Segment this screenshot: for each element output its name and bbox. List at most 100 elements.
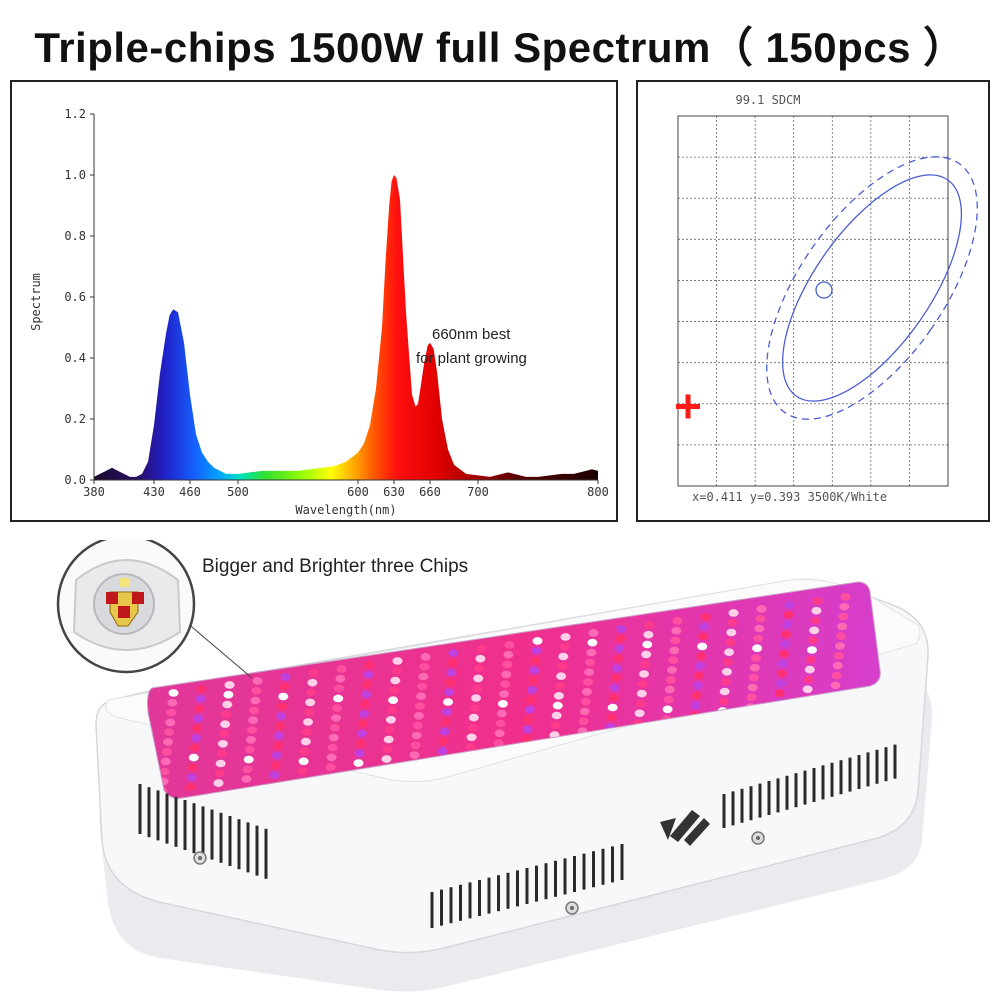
led-chip: [691, 691, 702, 700]
led-chip: [191, 734, 201, 742]
screw: [565, 901, 579, 915]
led-chip: [671, 626, 682, 635]
led-chip: [356, 729, 367, 738]
led-chip: [723, 658, 733, 666]
led-chip: [331, 714, 341, 722]
led-chip: [216, 749, 227, 758]
x-tick-label: 460: [179, 485, 201, 499]
y-tick-label: 1.0: [64, 168, 86, 182]
led-chip: [783, 610, 794, 619]
led-chip: [780, 640, 791, 648]
led-chip: [724, 648, 735, 656]
led-chip: [614, 644, 625, 653]
led-chip: [504, 641, 515, 649]
led-chip: [497, 700, 508, 708]
led-chip: [560, 633, 571, 641]
led-chip: [556, 672, 567, 680]
led-chip: [531, 646, 542, 655]
led-chip: [325, 763, 336, 771]
led-chip: [224, 681, 235, 689]
led-chip: [748, 673, 759, 682]
led-chip: [840, 593, 851, 601]
led-chip: [301, 728, 312, 736]
led-chip: [387, 706, 397, 714]
led-chip: [420, 653, 431, 661]
led-chip: [495, 719, 506, 728]
led-chip: [305, 698, 316, 707]
led-chip: [359, 710, 369, 718]
led-chip: [672, 617, 683, 625]
spectrum-chart-panel: 0.0 0.2 0.4 0.6 0.8 1.0 1.2 380 430 460 500 600 630 6…: [10, 80, 618, 522]
led-chip: [634, 709, 645, 718]
led-chip: [360, 700, 371, 708]
led-chip: [835, 642, 845, 650]
led-chip: [417, 682, 428, 691]
led-chip: [721, 668, 732, 676]
led-chip: [494, 729, 505, 738]
led-chip: [419, 662, 430, 671]
x-tick-label: 630: [383, 485, 405, 499]
led-chip: [473, 674, 484, 683]
right-vents: [722, 744, 897, 828]
led-chip: [755, 614, 766, 623]
led-chip: [418, 672, 429, 681]
led-chip: [616, 625, 627, 633]
led-chip: [696, 652, 707, 660]
led-chip: [607, 703, 618, 712]
led-chip: [476, 645, 487, 653]
led-chip: [364, 661, 375, 669]
led-chip: [810, 616, 821, 625]
led-chip: [220, 720, 231, 728]
x-tick-label: 500: [227, 485, 249, 499]
led-chip: [640, 660, 651, 668]
led-chip: [636, 689, 647, 698]
led-chip: [502, 660, 513, 669]
led-chip: [166, 708, 177, 717]
led-chip: [698, 632, 709, 641]
led-chip: [383, 735, 394, 744]
led-chip: [215, 759, 226, 768]
led-chip: [606, 713, 617, 722]
led-chip: [521, 735, 532, 743]
screw: [751, 831, 765, 845]
led-chip: [217, 740, 228, 748]
led-chip: [693, 672, 704, 680]
led-chip: [214, 769, 225, 778]
led-chip: [669, 646, 680, 655]
led-chip: [804, 665, 815, 674]
x-tick-label: 430: [143, 485, 165, 499]
headline: Triple-chips 1500W full Spectrum（ 150pcs…: [34, 24, 966, 71]
led-chip: [663, 695, 674, 704]
led-chip: [269, 771, 280, 779]
led-chip: [443, 698, 453, 706]
led-chip: [670, 636, 681, 645]
led-chip: [718, 697, 729, 706]
led-chip: [187, 763, 198, 772]
led-chip: [438, 737, 449, 746]
led-chip: [637, 680, 648, 688]
led-chip: [808, 636, 819, 644]
led-chip: [196, 685, 207, 693]
led-chip: [189, 744, 200, 752]
led-chip: [441, 708, 452, 716]
led-chip: [781, 630, 792, 639]
led-chip: [332, 704, 343, 712]
led-chip: [298, 757, 309, 766]
led-chip: [753, 634, 764, 643]
led-chip: [474, 664, 485, 673]
led-chip: [249, 706, 260, 715]
y-tick-label: 0.4: [64, 351, 86, 365]
led-chip: [276, 712, 287, 720]
led-chip: [756, 605, 767, 613]
x-tick-label: 660: [419, 485, 441, 499]
led-chip: [241, 775, 252, 783]
annotation-line-1: 660nm best: [432, 326, 511, 343]
led-chip: [186, 773, 197, 782]
led-chip: [529, 666, 540, 675]
led-chip: [444, 688, 455, 696]
led-chip: [532, 637, 543, 645]
led-chip: [609, 684, 620, 692]
led-chip: [412, 721, 423, 730]
led-chip: [644, 621, 655, 629]
led-chip: [361, 690, 372, 699]
